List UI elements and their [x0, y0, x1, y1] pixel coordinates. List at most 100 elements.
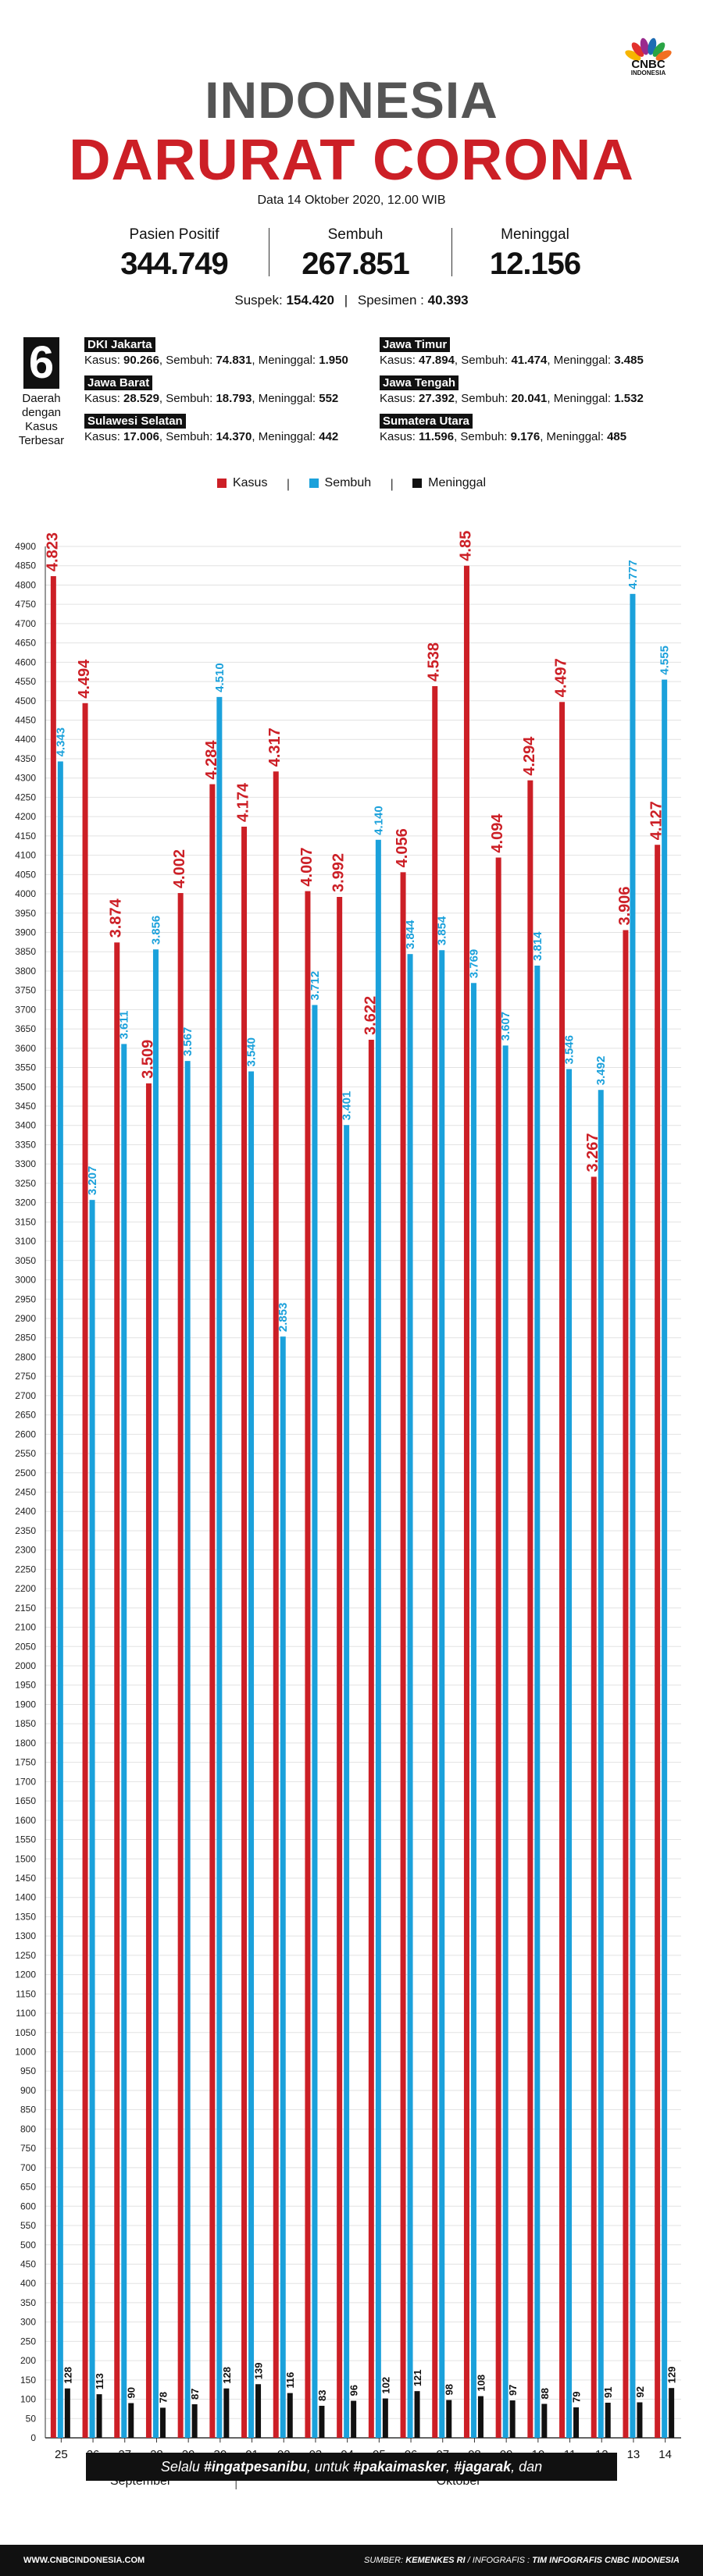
bar-kasus [655, 845, 661, 2438]
brand-sub: INDONESIA [630, 69, 666, 76]
region-stat-label: , Sembuh: [159, 430, 216, 443]
label-kasus: 4.174 [235, 782, 252, 822]
region-item: Jawa Timur Kasus: 47.894, Sembuh: 41.474,… [380, 337, 644, 368]
y-tick-label: 3600 [15, 1043, 36, 1054]
region-stats: Kasus: 90.266, Sembuh: 74.831, Meninggal… [84, 354, 348, 368]
bar-sembuh [280, 1336, 286, 2438]
y-tick-label: 4300 [15, 773, 36, 784]
y-tick-label: 1650 [15, 1795, 36, 1806]
y-tick-label: 2000 [15, 1660, 36, 1671]
y-tick-label: 2050 [15, 1641, 36, 1652]
y-tick-label: 400 [20, 2278, 36, 2289]
region-stats: Kasus: 47.894, Sembuh: 41.474, Meninggal… [380, 354, 644, 368]
region-stat-value: 11.596 [419, 430, 455, 443]
region-stats: Kasus: 11.596, Sembuh: 9.176, Meninggal:… [380, 430, 626, 444]
region-item: DKI Jakarta Kasus: 90.266, Sembuh: 74.831… [84, 337, 348, 368]
y-tick-label: 1300 [15, 1930, 36, 1941]
region-stat-label: , Meninggal: [252, 354, 319, 367]
y-tick-label: 3450 [15, 1101, 36, 1112]
bar-kasus [241, 826, 248, 2439]
source-credit: SUMBER: KEMENKES RI / INFOGRAFIS : TIM I… [364, 2556, 680, 2565]
region-stat-value: 27.392 [419, 392, 455, 405]
label-kasus: 4.317 [266, 728, 284, 767]
y-tick-label: 4650 [15, 638, 36, 649]
legend-sembuh: Sembuh [309, 476, 371, 490]
region-item: Sulawesi Selatan Kasus: 17.006, Sembuh: 1… [84, 414, 338, 444]
y-tick-label: 4050 [15, 869, 36, 880]
label-meninggal: 139 [253, 2363, 265, 2380]
label-meninggal: 98 [444, 2384, 455, 2395]
logo-feather [652, 42, 666, 57]
y-tick-label: 100 [20, 2394, 36, 2405]
y-tick-label: 2300 [15, 1545, 36, 1556]
region-stat-label: , Sembuh: [454, 392, 512, 405]
y-tick-label: 4700 [15, 618, 36, 629]
y-tick-label: 4550 [15, 676, 36, 687]
y-tick-label: 1700 [15, 1776, 36, 1787]
bar-sembuh [152, 949, 159, 2438]
region-stat-value: 485 [607, 430, 627, 443]
y-tick-label: 850 [20, 2105, 36, 2115]
label-kasus: 4.007 [298, 848, 316, 887]
bar-kasus [591, 1176, 597, 2438]
label-sembuh: 3.546 [563, 1035, 576, 1065]
y-tick-label: 2950 [15, 1293, 36, 1304]
region-name: Jawa Tengah [380, 375, 459, 390]
y-tick-label: 1600 [15, 1815, 36, 1826]
legend-meninggal-swatch [412, 479, 423, 488]
spesimen-label: Spesimen : [357, 293, 428, 308]
label-kasus: 4.127 [648, 801, 666, 840]
label-sembuh: 3.856 [149, 916, 162, 945]
region-caption-line: dengan [21, 406, 62, 419]
y-tick-label: 1850 [15, 1718, 36, 1729]
y-tick-label: 3500 [15, 1081, 36, 1092]
region-stat-value: 9.176 [510, 430, 541, 443]
y-tick-label: 3850 [15, 946, 36, 957]
label-sembuh: 3.607 [499, 1012, 512, 1041]
bar-kasus [559, 702, 566, 2439]
bar-chart: 0 50 100 150 200 250 300 350 400 450 500 550 600 650 7… [15, 531, 681, 2489]
label-meninggal: 97 [507, 2385, 519, 2396]
region-stat-label: , Sembuh: [454, 354, 512, 367]
y-tick-label: 4400 [15, 734, 36, 745]
label-kasus: 3.509 [139, 1040, 156, 1079]
region-stat-label: , Sembuh: [454, 430, 511, 443]
region-stat-value: 74.831 [216, 354, 252, 367]
y-tick-label: 2650 [15, 1410, 36, 1421]
bar-meninggal [446, 2400, 452, 2438]
y-tick-label: 1250 [15, 1950, 36, 1961]
label-meninggal: 78 [157, 2392, 169, 2403]
bar-meninggal [573, 2407, 580, 2438]
label-meninggal: 87 [189, 2389, 201, 2400]
bar-meninggal [605, 2403, 611, 2438]
region-stat-label: Kasus: [380, 392, 419, 405]
y-tick-label: 2350 [15, 1525, 36, 1536]
stat-divider [451, 228, 452, 276]
website-url: WWW.CNBCINDONESIA.COM [23, 2556, 145, 2565]
bar-sembuh [662, 679, 668, 2438]
y-tick-label: 300 [20, 2317, 36, 2328]
y-tick-label: 450 [20, 2258, 36, 2269]
legend-kasus: Kasus [216, 476, 267, 490]
region-stat-value: 17.006 [123, 430, 159, 443]
y-tick-label: 2550 [15, 1448, 36, 1459]
label-meninggal: 128 [62, 2367, 73, 2384]
y-tick-label: 200 [20, 2355, 36, 2366]
bar-kasus [50, 576, 56, 2438]
slogan-text: Selalu [160, 2459, 204, 2475]
label-kasus: 3.622 [362, 996, 379, 1035]
region-name: Sulawesi Selatan [84, 414, 186, 429]
region-stat-label: , Meninggal: [252, 392, 319, 405]
region-stat-value: 3.485 [614, 354, 644, 367]
y-tick-label: 950 [20, 2065, 36, 2076]
bar-kasus [177, 893, 184, 2438]
slogan-hashtag: #jagarak [454, 2459, 512, 2475]
bar-kasus [463, 565, 469, 2438]
y-tick-label: 1550 [15, 1834, 36, 1845]
label-sembuh: 3.401 [341, 1091, 354, 1121]
y-tick-label: 1750 [15, 1757, 36, 1768]
stat-sembuh: Sembuh 267.851 [277, 226, 434, 282]
y-tick-label: 3150 [15, 1216, 36, 1227]
legend-sembuh-swatch [309, 479, 319, 488]
bar-kasus [114, 942, 120, 2438]
